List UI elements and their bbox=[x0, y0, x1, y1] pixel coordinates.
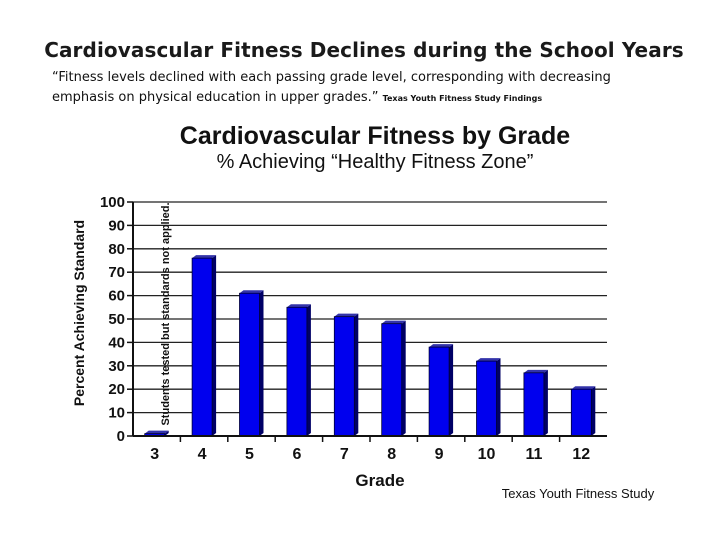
bar-grade-11 bbox=[523, 369, 548, 437]
bar-top bbox=[476, 358, 501, 362]
bar-grade-12 bbox=[570, 386, 596, 437]
x-tick-label: 10 bbox=[478, 446, 496, 463]
chart-source: Texas Youth Fitness Study bbox=[502, 486, 655, 501]
x-axis-title: Grade bbox=[355, 471, 404, 490]
bar-grade-9 bbox=[428, 344, 454, 437]
bar-grade-8 bbox=[381, 320, 406, 437]
y-tick-label: 100 bbox=[100, 194, 125, 211]
y-axis-title: Percent Achieving Standard bbox=[71, 220, 87, 406]
bar-side bbox=[543, 369, 548, 436]
bar-top bbox=[381, 320, 406, 324]
bar-top bbox=[239, 290, 264, 294]
y-tick-label: 70 bbox=[108, 264, 125, 281]
bar-grade-4 bbox=[191, 255, 217, 437]
bar-top bbox=[429, 344, 454, 348]
bar-top bbox=[192, 255, 217, 259]
chart-title: Cardiovascular Fitness by Grade bbox=[180, 122, 571, 150]
x-tick-label: 4 bbox=[198, 446, 207, 463]
x-tick-label: 12 bbox=[572, 446, 590, 463]
y-tick-label: 10 bbox=[108, 405, 125, 422]
bar-front bbox=[381, 323, 403, 437]
x-tick-label: 11 bbox=[525, 446, 542, 463]
bar-side bbox=[164, 430, 169, 436]
bar-side bbox=[401, 320, 406, 436]
quote-text: “Fitness levels declined with each passi… bbox=[52, 68, 712, 109]
bar-front bbox=[191, 257, 213, 437]
y-tick-label: 30 bbox=[108, 358, 125, 375]
bar-top bbox=[144, 430, 169, 434]
x-tick-label: 6 bbox=[292, 446, 301, 463]
bar-grade-6 bbox=[286, 304, 311, 437]
bar-grade-7 bbox=[333, 313, 359, 437]
bar-front bbox=[286, 306, 308, 437]
bar-side bbox=[306, 304, 311, 436]
chart-subtitle: % Achieving “Healthy Fitness Zone” bbox=[217, 151, 534, 173]
bars bbox=[144, 255, 596, 437]
bar-side bbox=[354, 313, 359, 436]
bar-side bbox=[449, 344, 454, 436]
quote-line-2-text: emphasis on physical education in upper … bbox=[52, 90, 379, 105]
quote-line-2: emphasis on physical education in upper … bbox=[52, 88, 712, 109]
bar-front bbox=[570, 388, 592, 437]
bar-front bbox=[428, 346, 450, 437]
bar-side bbox=[212, 255, 217, 436]
y-tick-label: 50 bbox=[108, 311, 125, 328]
x-tick-label: 8 bbox=[387, 446, 396, 463]
bar-front bbox=[333, 316, 355, 437]
chart-annotation: Students tested but standards not applie… bbox=[160, 202, 172, 425]
bar-side bbox=[496, 358, 501, 436]
y-tick-label: 90 bbox=[108, 217, 125, 234]
x-tick-label: 7 bbox=[340, 446, 349, 463]
slide-title: Cardiovascular Fitness Declines during t… bbox=[44, 38, 684, 62]
y-tick-label: 60 bbox=[108, 288, 125, 305]
y-tick-label: 80 bbox=[108, 241, 125, 258]
x-tick-label: 3 bbox=[150, 446, 159, 463]
bar-front bbox=[239, 292, 260, 437]
bar-top bbox=[571, 386, 596, 390]
bar-grade-3 bbox=[144, 430, 169, 437]
bar-top bbox=[523, 369, 548, 373]
y-tick-label: 20 bbox=[108, 381, 125, 398]
x-tick-label: 9 bbox=[435, 446, 444, 463]
bar-front bbox=[523, 372, 545, 437]
x-tick-label: 5 bbox=[245, 446, 254, 463]
y-tick-label: 40 bbox=[108, 334, 125, 351]
quote-source: Texas Youth Fitness Study Findings bbox=[382, 94, 543, 103]
bar-front bbox=[476, 360, 497, 437]
bar-side bbox=[259, 290, 264, 436]
bar-top bbox=[334, 313, 359, 317]
quote-line-1: “Fitness levels declined with each passi… bbox=[52, 70, 611, 85]
bar-side bbox=[591, 386, 596, 436]
bar-top bbox=[286, 304, 311, 308]
axes: 0 10 20 30 40 50 60 70 80 90 100 3 4 5 6 7 8 9 10 11 12 bbox=[100, 194, 607, 463]
bar-grade-10 bbox=[476, 358, 501, 437]
bar-grade-5 bbox=[239, 290, 264, 437]
y-tick-label: 0 bbox=[117, 428, 125, 445]
